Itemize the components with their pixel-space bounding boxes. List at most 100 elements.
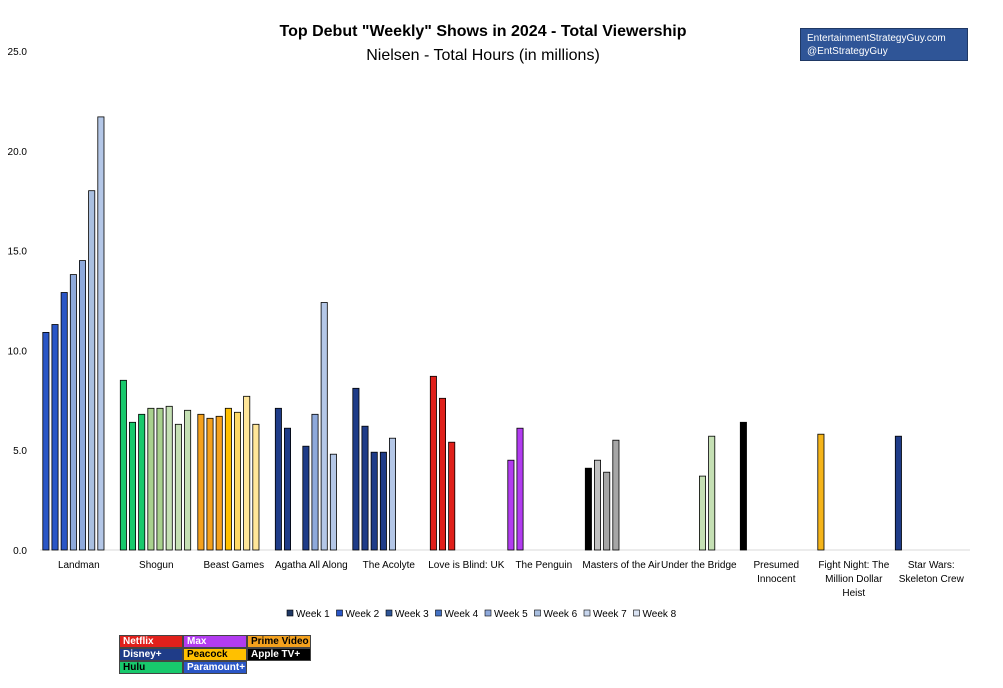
bar <box>516 427 524 551</box>
x-category-label: Agatha All Along <box>275 560 348 571</box>
bar <box>603 471 611 551</box>
x-category-label: Beast Games <box>204 560 265 571</box>
x-category-label: Fight Night: The Million Dollar Heist <box>818 560 889 599</box>
x-category-label: Presumed Innocent <box>754 560 800 585</box>
bar <box>361 425 369 551</box>
legend-entry: Week 8 <box>643 609 677 620</box>
bar <box>438 397 446 551</box>
legend-entry: Week 3 <box>395 609 429 620</box>
bar <box>388 437 396 551</box>
platform-key-cell: Hulu <box>119 661 183 674</box>
bar <box>165 405 173 551</box>
platform-key-cell: Apple TV+ <box>247 648 311 661</box>
bar <box>128 421 136 551</box>
platform-key-row: Hulu Paramount+ <box>119 661 317 674</box>
bar <box>274 407 282 551</box>
bar <box>594 459 602 551</box>
y-tick-label: 0.0 <box>13 546 27 557</box>
x-category-label: Landman <box>58 560 100 571</box>
bar <box>243 395 251 551</box>
bar <box>311 413 319 551</box>
bar <box>320 302 328 551</box>
chart-title: Top Debut "Weekly" Shows in 2024 - Total… <box>279 23 687 40</box>
bar <box>79 260 87 551</box>
legend-swatch <box>336 609 343 617</box>
legend-entry: Week 6 <box>544 609 578 620</box>
bar <box>147 407 155 551</box>
platform-key-cell: Netflix <box>119 635 183 648</box>
legend-entry: Week 4 <box>445 609 479 620</box>
bar <box>233 411 241 551</box>
legend-swatch <box>633 609 640 617</box>
bar <box>119 379 127 551</box>
bar <box>370 451 378 551</box>
platform-color-key: Netflix Max Prime Video Disney+ Peacock Apple… <box>119 635 317 674</box>
y-axis: 0.0 5.0 10.0 15.0 20.0 25.0 <box>8 47 970 557</box>
y-tick-label: 20.0 <box>8 147 28 158</box>
bar <box>429 375 437 551</box>
bar <box>215 415 223 551</box>
chart-subtitle: Nielsen - Total Hours (in millions) <box>366 47 600 64</box>
legend-entry: Week 5 <box>494 609 528 620</box>
x-axis: Landman Shogun Beast Games Agatha All Along… <box>58 560 965 599</box>
legend-entry: Week 7 <box>593 609 627 620</box>
x-category-label: Shogun <box>139 560 173 571</box>
x-category-label: Love is Blind: UK <box>428 560 504 571</box>
platform-key-cell: Disney+ <box>119 648 183 661</box>
bar <box>224 407 232 551</box>
bar <box>138 413 146 551</box>
bar <box>174 423 182 551</box>
legend: Week 1 Week 2 Week 3 Week 4 Week 5 Week 6 Week… <box>286 609 677 620</box>
legend-swatch <box>534 609 541 617</box>
credit-box: EntertainmentStrategyGuy.com @EntStrateg… <box>800 28 968 61</box>
bar <box>739 421 747 551</box>
bar <box>329 453 337 551</box>
bar <box>69 274 77 551</box>
bar <box>88 190 96 551</box>
bar <box>42 331 50 551</box>
legend-entry: Week 1 <box>296 609 330 620</box>
y-tick-label: 25.0 <box>8 47 28 58</box>
platform-key-cell: Prime Video <box>247 635 311 648</box>
legend-swatch <box>286 609 294 617</box>
x-category-label: Under the Bridge <box>661 560 737 571</box>
bar <box>612 439 620 551</box>
y-tick-label: 10.0 <box>8 346 28 357</box>
y-tick-label: 15.0 <box>8 247 28 258</box>
y-tick-label: 5.0 <box>13 446 27 457</box>
bar <box>507 459 515 551</box>
credit-handle: @EntStrategyGuy <box>807 46 888 57</box>
x-category-label: Masters of the Air <box>582 560 660 571</box>
bar <box>206 417 214 551</box>
bar <box>60 292 68 551</box>
bar <box>352 387 360 551</box>
credit-website: EntertainmentStrategyGuy.com <box>807 33 946 44</box>
bar <box>699 475 707 551</box>
bar <box>894 435 902 551</box>
platform-key-cell: Paramount+ <box>183 661 247 674</box>
legend-swatch <box>583 609 591 617</box>
bar <box>156 407 164 551</box>
x-category-label: The Acolyte <box>363 560 416 571</box>
bar <box>584 467 592 551</box>
platform-key-row: Disney+ Peacock Apple TV+ <box>119 648 317 661</box>
bar <box>283 427 291 551</box>
bar <box>708 435 716 551</box>
legend-swatch <box>385 609 393 617</box>
bars <box>42 116 902 551</box>
bar <box>817 433 825 551</box>
x-category-label: Star Wars: Skeleton Crew <box>899 560 965 585</box>
bar <box>51 324 59 551</box>
legend-entry: Week 2 <box>346 609 380 620</box>
bar <box>252 423 260 551</box>
bar <box>197 413 205 551</box>
bar <box>448 441 456 551</box>
bar <box>302 445 310 551</box>
legend-swatch <box>484 609 492 617</box>
bar <box>379 451 387 551</box>
bar <box>97 116 105 551</box>
bar <box>184 409 192 551</box>
legend-swatch <box>435 609 442 617</box>
platform-key-row: Netflix Max Prime Video <box>119 635 317 648</box>
